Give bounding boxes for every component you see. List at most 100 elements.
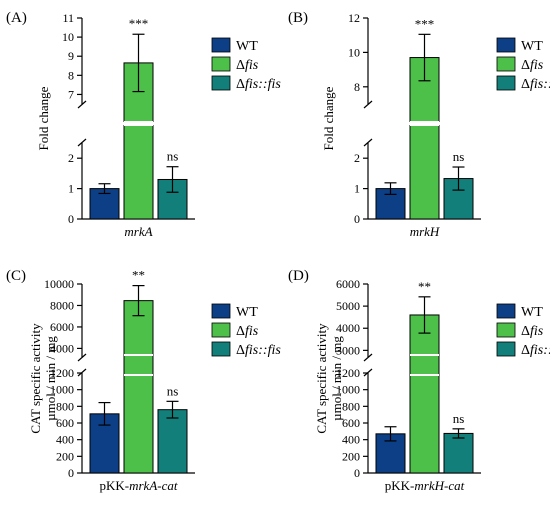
legend-label: Δfis::fis bbox=[521, 343, 550, 358]
text-part: WT bbox=[236, 39, 258, 54]
y-tick-label: 4000 bbox=[50, 341, 74, 355]
axis-break-mark bbox=[77, 353, 87, 362]
panel-label: (D) bbox=[288, 268, 309, 284]
bar-break-gap bbox=[408, 122, 441, 125]
text-part: fis bbox=[245, 58, 259, 73]
text-part: fis bbox=[245, 324, 259, 339]
y-tick-label: 1000 bbox=[336, 383, 360, 397]
y-tick-label: 0 bbox=[354, 212, 360, 226]
y-tick-label: 200 bbox=[342, 449, 360, 463]
legend-swatch bbox=[496, 75, 516, 91]
y-tick-label: 1 bbox=[68, 182, 74, 196]
text-part: Δ bbox=[236, 77, 245, 92]
legend-label: Δfis::fis bbox=[236, 343, 281, 358]
bar bbox=[443, 432, 474, 474]
text-part: pKK- bbox=[100, 478, 130, 493]
significance-label: ns bbox=[167, 383, 179, 398]
y-tick-label: 600 bbox=[56, 416, 74, 430]
text-part: Δ bbox=[521, 58, 530, 73]
y-tick-label: 400 bbox=[56, 433, 74, 447]
text-part: mrkH bbox=[410, 224, 440, 239]
y-tick-label: 8 bbox=[354, 80, 360, 94]
y-tick-label: 6000 bbox=[50, 320, 74, 334]
text-part: fis::fis bbox=[530, 343, 550, 358]
y-axis-label: CAT specific activity bbox=[28, 323, 43, 434]
text-part: Δ bbox=[236, 343, 245, 358]
y-tick-label: 0 bbox=[68, 466, 74, 480]
significance-label: *** bbox=[415, 16, 435, 31]
y-tick-label: 2 bbox=[68, 151, 74, 165]
text-part: Δ bbox=[236, 324, 245, 339]
axis-break-mark bbox=[77, 138, 87, 147]
y-tick-label: 12 bbox=[348, 11, 360, 25]
y-tick-label: 6000 bbox=[336, 277, 360, 291]
x-axis-label: mrkH bbox=[410, 224, 440, 239]
legend-label: WT bbox=[236, 39, 258, 54]
y-tick-label: 10 bbox=[348, 45, 360, 59]
bar bbox=[157, 409, 188, 474]
x-axis-label: pKK-mrkA-cat bbox=[100, 478, 178, 493]
text-part: mrkA bbox=[124, 224, 152, 239]
y-tick-label: 4000 bbox=[336, 321, 360, 335]
legend-swatch bbox=[496, 341, 516, 357]
legend-swatch bbox=[211, 303, 231, 319]
y-tick-label: 1 bbox=[354, 182, 360, 196]
text-part: fis::fis bbox=[245, 77, 281, 92]
legend-label: Δfis bbox=[521, 58, 544, 73]
y-tick-label: 800 bbox=[56, 399, 74, 413]
y-tick-label: 9 bbox=[68, 49, 74, 63]
x-axis-label: pKK-mrkH-cat bbox=[385, 478, 465, 493]
y-axis-label: Fold change bbox=[321, 86, 336, 150]
text-part: fis bbox=[530, 58, 544, 73]
y-axis-label-units: µmol / min / mg bbox=[329, 336, 344, 421]
significance-label: *** bbox=[129, 16, 149, 31]
legend-label: WT bbox=[521, 39, 543, 54]
bar bbox=[409, 124, 440, 220]
text-part: WT bbox=[521, 39, 543, 54]
text-part: Δ bbox=[236, 58, 245, 73]
y-axis-label-units: µmol / min / mg bbox=[43, 336, 58, 421]
y-tick-label: 0 bbox=[354, 466, 360, 480]
axis-break-mark bbox=[363, 353, 373, 362]
x-axis-label: mrkA bbox=[124, 224, 152, 239]
legend-label: Δfis bbox=[236, 324, 259, 339]
y-tick-label: 1000 bbox=[50, 383, 74, 397]
y-tick-label: 0 bbox=[68, 212, 74, 226]
legend-swatch bbox=[211, 322, 231, 338]
y-tick-label: 1200 bbox=[50, 366, 74, 380]
legend-swatch bbox=[496, 322, 516, 338]
y-tick-label: 11 bbox=[62, 11, 74, 25]
axis-break-mark bbox=[363, 100, 373, 109]
chart-panel-c: (C) 0 200 400 600 800 1000 1200 4000 6000 8000 1000… bbox=[6, 268, 281, 493]
legend-label: Δfis::fis bbox=[236, 77, 281, 92]
text-part: fis bbox=[530, 324, 544, 339]
significance-label: ns bbox=[167, 149, 179, 164]
panel-label: (C) bbox=[6, 268, 26, 284]
y-tick-label: 600 bbox=[342, 416, 360, 430]
legend-swatch bbox=[211, 75, 231, 91]
text-part: fis::fis bbox=[530, 77, 550, 92]
y-axis-label: CAT specific activity bbox=[314, 323, 329, 434]
significance-label: ns bbox=[453, 411, 465, 426]
legend-swatch bbox=[496, 303, 516, 319]
legend-swatch bbox=[211, 341, 231, 357]
y-tick-label: 3000 bbox=[336, 343, 360, 357]
text-part: Δ bbox=[521, 324, 530, 339]
panel-label: (A) bbox=[6, 10, 27, 26]
y-tick-label: 1200 bbox=[336, 366, 360, 380]
legend-swatch bbox=[496, 56, 516, 72]
significance-label: ** bbox=[132, 268, 145, 283]
legend-label: Δfis bbox=[521, 324, 544, 339]
y-tick-label: 10000 bbox=[44, 277, 74, 291]
text-part: pKK- bbox=[385, 478, 415, 493]
y-tick-label: 8000 bbox=[50, 298, 74, 312]
legend-swatch bbox=[496, 37, 516, 53]
legend-label: Δfis::fis bbox=[521, 77, 550, 92]
legend-label: WT bbox=[521, 305, 543, 320]
panel-label: (B) bbox=[288, 10, 308, 26]
legend-label: Δfis bbox=[236, 58, 259, 73]
text-part: fis::fis bbox=[245, 343, 281, 358]
legend-swatch bbox=[211, 56, 231, 72]
chart-panel-d: (D) 0 200 400 600 800 1000 1200 3000 4000 5000 6000… bbox=[288, 268, 550, 493]
legend-label: WT bbox=[236, 305, 258, 320]
